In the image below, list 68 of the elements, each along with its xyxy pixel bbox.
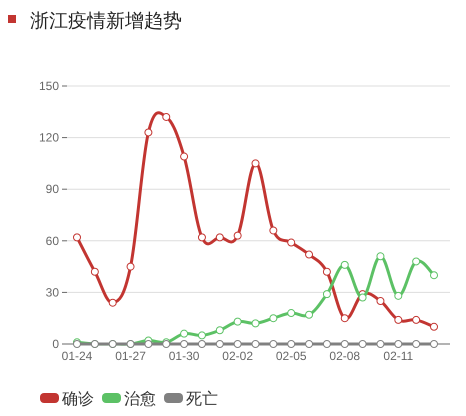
point (412, 316, 420, 324)
point (412, 340, 420, 348)
x-tick-label: 02-11 (383, 349, 414, 363)
x-tick-label: 01-27 (115, 349, 146, 363)
point (198, 340, 206, 348)
point (216, 326, 224, 334)
point (162, 112, 170, 121)
point (198, 233, 206, 242)
point (322, 290, 331, 298)
point (198, 331, 206, 340)
point (234, 232, 242, 240)
y-tick-label: 60 (46, 234, 60, 248)
point (234, 318, 242, 326)
point (126, 262, 135, 271)
x-tick-label: 02-08 (329, 349, 360, 363)
point (73, 233, 81, 242)
point (144, 340, 152, 348)
point (394, 292, 402, 300)
point (394, 340, 402, 348)
point (430, 340, 438, 348)
point (216, 340, 224, 348)
point (305, 310, 314, 319)
point (269, 340, 278, 348)
point (269, 226, 278, 234)
point (180, 340, 188, 348)
chart-title: 浙江疫情新增趋势 (30, 10, 182, 32)
point (376, 252, 384, 260)
x-tick-label: 02-02 (222, 349, 254, 363)
point (252, 340, 260, 348)
point (340, 260, 349, 269)
point (216, 233, 224, 242)
point (358, 294, 367, 302)
point (358, 340, 367, 348)
point (234, 340, 242, 348)
x-tick-label: 02-05 (276, 349, 307, 363)
y-tick-label: 30 (46, 285, 60, 300)
x-tick-label: 01-24 (62, 349, 93, 363)
legend-label: 治愈 (124, 390, 156, 408)
point (108, 298, 117, 307)
point (287, 309, 296, 318)
point (287, 340, 296, 348)
point (376, 340, 384, 348)
point (180, 152, 188, 161)
legend-label: 确诊 (61, 391, 94, 408)
point (180, 330, 188, 338)
point (252, 319, 260, 328)
point (430, 322, 438, 331)
y-tick-label: 90 (46, 182, 60, 196)
y-tick-label: 120 (38, 130, 60, 145)
y-tick-label: 150 (38, 79, 60, 93)
point (430, 271, 438, 280)
point (144, 128, 152, 136)
point (252, 159, 260, 168)
point (305, 250, 314, 259)
point (412, 257, 420, 266)
legend-label: 死亡 (186, 390, 218, 408)
point (305, 340, 314, 348)
point (340, 314, 349, 322)
point (340, 340, 349, 348)
point (269, 314, 278, 322)
point (90, 268, 99, 276)
point (322, 268, 331, 276)
y-tick-label: 0 (52, 337, 60, 351)
x-tick-label: 01-30 (168, 349, 200, 363)
point (376, 297, 384, 305)
point (322, 340, 331, 348)
point (394, 316, 402, 324)
point (287, 238, 296, 247)
